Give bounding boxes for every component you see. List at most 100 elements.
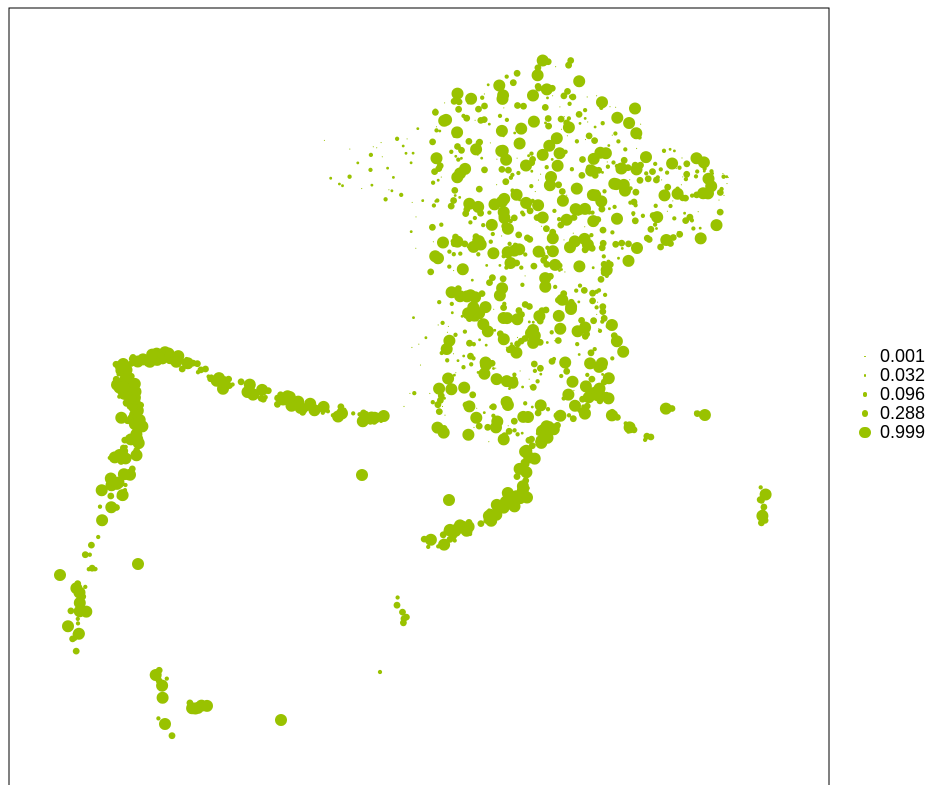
site-point [631, 217, 639, 225]
site-point [578, 171, 586, 179]
site-point [497, 433, 510, 446]
site-point [520, 282, 525, 287]
site-point [465, 137, 473, 145]
site-point [75, 616, 80, 622]
site-point [628, 200, 633, 205]
site-point [501, 150, 509, 158]
site-point [591, 266, 595, 270]
site-point [649, 168, 656, 176]
site-point [486, 83, 490, 87]
site-point [586, 189, 599, 201]
site-point [504, 166, 512, 174]
site-point [105, 501, 118, 514]
site-point [119, 452, 132, 465]
site-point [505, 346, 507, 348]
site-point [277, 391, 285, 399]
site-point [376, 147, 378, 149]
site-point [401, 144, 405, 148]
site-point [251, 387, 256, 393]
site-point [632, 188, 640, 196]
site-point [527, 115, 540, 128]
site-point [338, 182, 341, 186]
site-point [520, 196, 533, 209]
site-point [159, 718, 171, 730]
site-point [591, 250, 593, 252]
site-point [501, 399, 514, 411]
site-point [580, 286, 588, 294]
map-frame [8, 7, 830, 790]
site-point [540, 225, 543, 227]
site-point [484, 423, 492, 431]
site-point [412, 316, 415, 319]
site-point [468, 308, 476, 316]
site-point [165, 357, 173, 365]
site-point [264, 387, 272, 395]
site-point [135, 424, 140, 429]
site-point [471, 356, 476, 361]
legend-label: 0.999 [880, 422, 926, 442]
site-point [428, 223, 436, 231]
site-point [544, 121, 547, 125]
site-point [601, 254, 606, 259]
site-point [529, 383, 537, 391]
site-point [450, 197, 458, 204]
site-point [520, 431, 524, 435]
site-point [618, 239, 626, 247]
site-point [527, 324, 539, 336]
site-point [487, 122, 491, 126]
site-point [225, 375, 233, 383]
site-point [612, 204, 617, 210]
site-point [535, 438, 542, 445]
site-point [716, 208, 724, 216]
site-point [443, 396, 446, 400]
site-point [472, 215, 478, 221]
site-point [622, 254, 635, 267]
site-point [545, 122, 553, 130]
site-point [682, 176, 684, 178]
site-point [604, 273, 609, 278]
site-point [438, 428, 442, 432]
site-point [614, 163, 620, 169]
site-point [508, 175, 514, 180]
site-point [611, 111, 624, 124]
site-point [526, 170, 528, 172]
site-point [341, 184, 344, 188]
site-point [532, 368, 538, 374]
site-point [570, 214, 578, 221]
site-point [640, 213, 646, 218]
site-point [466, 245, 470, 249]
site-point [461, 365, 466, 370]
site-point [458, 196, 462, 199]
site-point [586, 96, 588, 98]
site-point [596, 313, 598, 315]
site-point [263, 395, 268, 400]
site-point [525, 485, 530, 491]
site-point [107, 475, 112, 480]
site-point [351, 411, 356, 416]
site-point [665, 187, 669, 191]
site-point [370, 183, 374, 187]
site-point [536, 211, 549, 224]
site-point [566, 375, 579, 388]
site-point [458, 381, 471, 394]
site-point [54, 569, 66, 581]
site-point [433, 382, 446, 395]
site-point [489, 142, 491, 144]
site-point [481, 102, 488, 110]
site-point [202, 365, 209, 373]
site-point [73, 605, 86, 618]
site-point [579, 156, 586, 163]
site-point [680, 184, 682, 186]
site-point [394, 136, 400, 141]
site-point [164, 676, 169, 681]
site-point [602, 189, 607, 194]
site-point [599, 303, 607, 311]
site-point [435, 385, 438, 388]
site-point [585, 164, 598, 177]
site-point [503, 107, 505, 109]
site-point [79, 593, 87, 601]
site-point [585, 132, 593, 140]
site-point [452, 133, 457, 139]
site-point [546, 421, 554, 429]
site-point [690, 152, 703, 165]
